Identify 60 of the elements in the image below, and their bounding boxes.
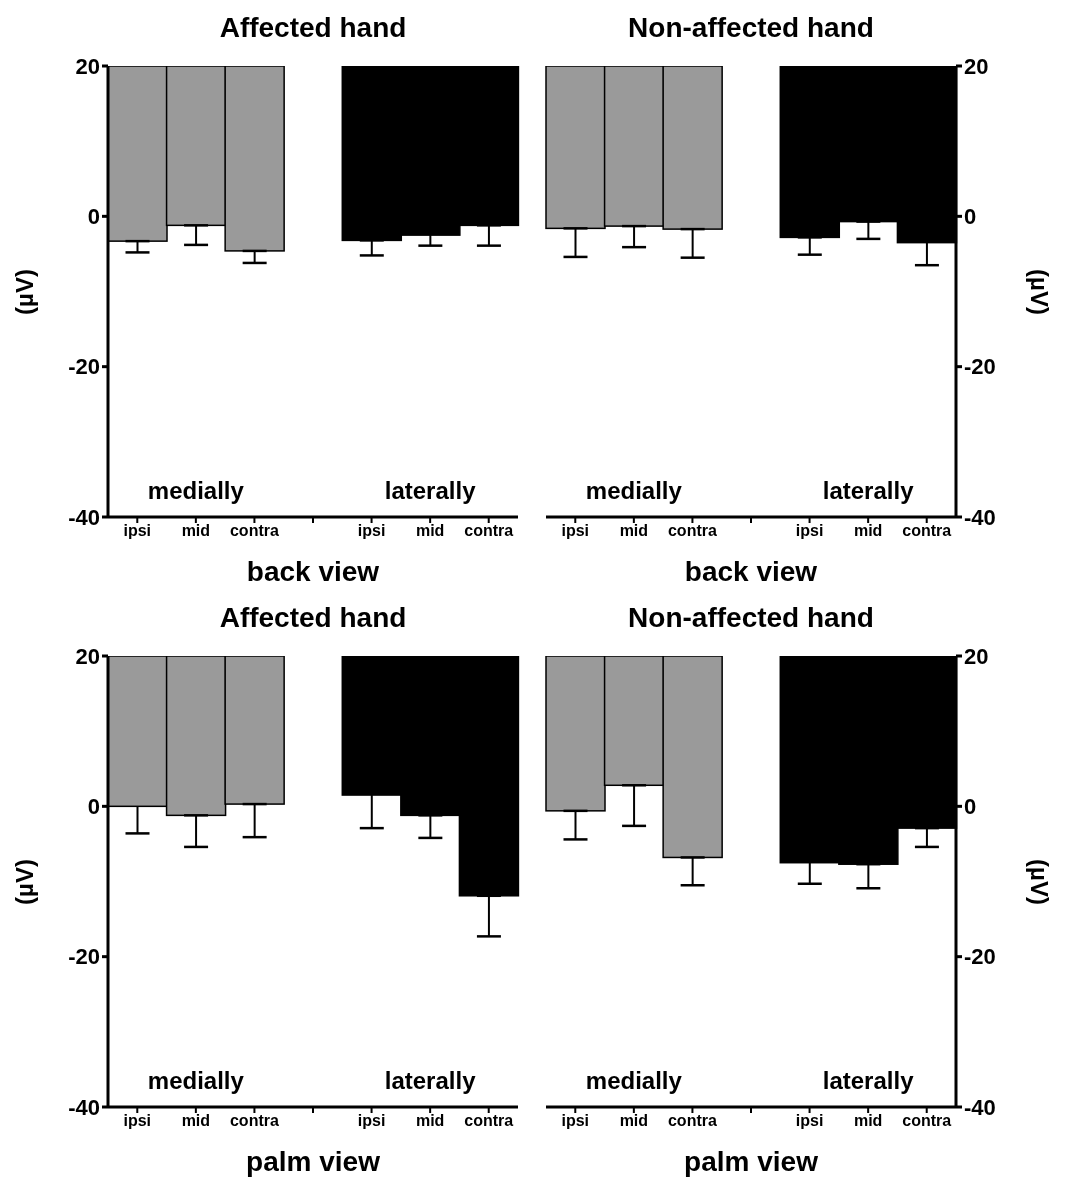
x-axis-title: back view: [245, 556, 381, 588]
x-tick-label: contra: [229, 1112, 279, 1130]
y-axis-title: (µV): [11, 857, 39, 907]
x-tick-label: ipsi: [795, 522, 824, 540]
x-tick-label: mid: [415, 522, 445, 540]
x-tick-label: mid: [181, 1112, 211, 1130]
annotation: medially: [584, 477, 683, 505]
y-tick-label: -20: [68, 354, 100, 380]
y-tick-label: 20: [75, 643, 100, 669]
y2-tick-label: 20: [964, 643, 989, 669]
x-tick-label: ipsi: [795, 1112, 824, 1130]
chart-title: Affected hand: [219, 602, 407, 633]
y2-tick-label: 20: [964, 53, 989, 79]
x-tick-label: mid: [853, 1112, 883, 1130]
x-tick-label: ipsi: [123, 1112, 152, 1130]
y-tick-label: 0: [87, 794, 100, 820]
y2-axis-title: (µV): [1025, 857, 1053, 907]
y-axis-title: (µV): [11, 267, 39, 317]
x-tick-label: contra: [902, 522, 952, 540]
x-tick-label: contra: [667, 522, 717, 540]
annotation: laterally: [383, 1067, 477, 1095]
y-tick-label: -20: [68, 944, 100, 970]
chart-title: Affected hand: [219, 12, 407, 43]
y2-tick-label: 0: [964, 204, 977, 230]
y2-tick-label: -20: [964, 354, 996, 380]
x-axis-title: palm view: [683, 1146, 819, 1178]
chart-title: Non-affected hand: [628, 12, 874, 43]
x-tick-label: contra: [667, 1112, 717, 1130]
y-tick-label: -40: [68, 504, 100, 530]
x-tick-label: contra: [464, 1112, 514, 1130]
x-axis-title: palm view: [245, 1146, 381, 1178]
y-tick-label: 20: [75, 53, 100, 79]
x-tick-label: mid: [619, 1112, 649, 1130]
annotation: medially: [146, 1067, 245, 1095]
y2-tick-label: -20: [964, 944, 996, 970]
x-tick-label: contra: [229, 522, 279, 540]
y2-tick-label: -40: [964, 504, 996, 530]
y2-axis-title: (µV): [1025, 267, 1053, 317]
y-tick-label: -40: [68, 1094, 100, 1120]
chart-title: Non-affected hand: [628, 602, 874, 633]
x-tick-label: contra: [902, 1112, 952, 1130]
annotation: medially: [146, 477, 245, 505]
x-tick-label: ipsi: [561, 1112, 590, 1130]
x-tick-label: ipsi: [123, 522, 152, 540]
x-tick-label: ipsi: [357, 1112, 386, 1130]
y2-tick-label: 0: [964, 794, 977, 820]
y-tick-label: 0: [87, 204, 100, 230]
annotation: medially: [584, 1067, 683, 1095]
annotation: laterally: [383, 477, 477, 505]
x-tick-label: mid: [619, 522, 649, 540]
x-tick-label: ipsi: [561, 522, 590, 540]
x-tick-label: contra: [464, 522, 514, 540]
x-axis-title: back view: [683, 556, 819, 588]
annotation: laterally: [821, 1067, 915, 1095]
x-tick-label: mid: [853, 522, 883, 540]
x-tick-label: mid: [415, 1112, 445, 1130]
annotation: laterally: [821, 477, 915, 505]
y2-tick-label: -40: [964, 1094, 996, 1120]
x-tick-label: ipsi: [357, 522, 386, 540]
x-tick-label: mid: [181, 522, 211, 540]
